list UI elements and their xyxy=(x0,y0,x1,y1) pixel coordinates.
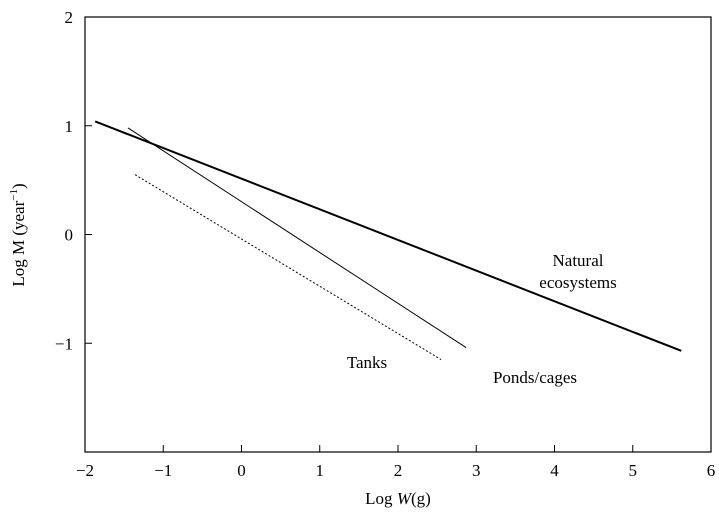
x-tick-label: −2 xyxy=(76,461,94,480)
series-line xyxy=(134,174,442,360)
plot-frame xyxy=(84,16,712,453)
y-tick-label: 2 xyxy=(65,8,74,27)
y-tick-label: −1 xyxy=(55,334,73,353)
y-axis-label: Log M (year−1) xyxy=(8,183,28,286)
series-label: ecosystems xyxy=(539,273,616,292)
series-label: Natural xyxy=(553,251,604,270)
x-tick-label: 2 xyxy=(394,461,403,480)
series-line xyxy=(127,127,467,349)
x-tick-label: 6 xyxy=(707,461,716,480)
y-tick-label: 0 xyxy=(65,226,74,245)
series-label: Ponds/cages xyxy=(493,368,577,387)
x-tick-label: 1 xyxy=(316,461,325,480)
series-line xyxy=(94,120,682,352)
x-tick-label: 4 xyxy=(550,461,559,480)
y-tick-label: 1 xyxy=(65,117,74,136)
x-tick-label: 0 xyxy=(237,461,246,480)
x-tick-label: −1 xyxy=(154,461,172,480)
x-axis-label: Log W(g) xyxy=(365,489,431,508)
series-label: Tanks xyxy=(347,353,387,372)
x-tick-label: 3 xyxy=(472,461,481,480)
x-tick-label: 5 xyxy=(629,461,638,480)
